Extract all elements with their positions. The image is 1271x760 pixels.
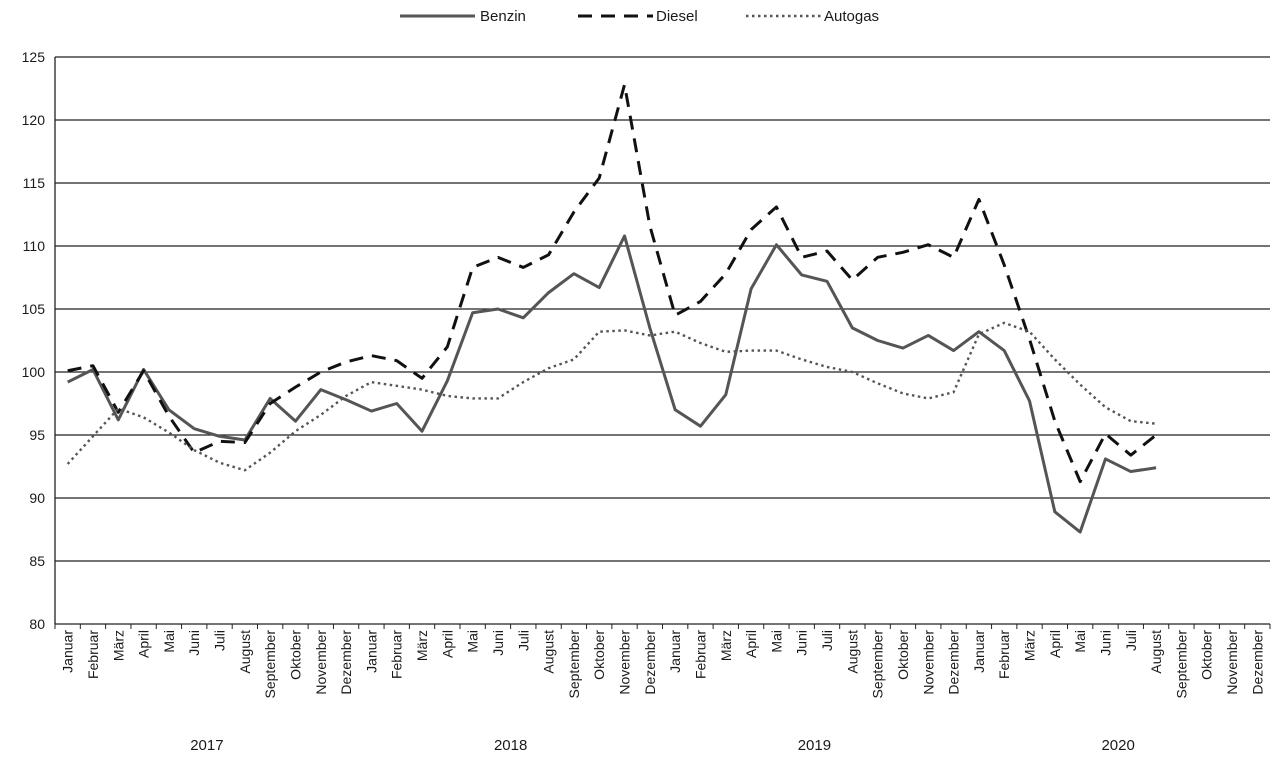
- x-tick-label: April: [439, 630, 455, 658]
- x-tick-label: August: [844, 630, 860, 674]
- x-tick-label: September: [566, 630, 582, 699]
- x-tick-label: Februar: [85, 630, 101, 679]
- series-line-benzin: [66, 234, 1157, 534]
- x-tick-label: August: [1148, 630, 1164, 674]
- x-tick-label: Januar: [667, 630, 683, 673]
- x-axis: Januar Februar März April Mai Juni Juli August S…: [54, 624, 1271, 754]
- year-label: 2019: [798, 737, 831, 754]
- legend-label-diesel: Diesel: [656, 8, 698, 25]
- x-tick-label: Januar: [363, 630, 379, 673]
- x-tick-label: März: [414, 630, 430, 661]
- x-tick-label: Juli: [515, 630, 531, 651]
- year-label: 2020: [1101, 737, 1134, 754]
- x-tick-label: Juli: [1123, 630, 1139, 651]
- y-tick-label: 90: [29, 490, 45, 506]
- x-tick-label: Oktober: [591, 630, 607, 680]
- x-tick-label: Dezember: [642, 630, 658, 695]
- x-tick-label: Januar: [60, 630, 76, 673]
- x-tick-label: November: [617, 630, 633, 695]
- legend-label-autogas: Autogas: [824, 8, 879, 25]
- x-tick-label: Juni: [186, 630, 202, 656]
- x-tick-label: Juni: [1097, 630, 1113, 656]
- x-tick-label: Juni: [794, 630, 810, 656]
- x-tick-label: Mai: [465, 630, 481, 653]
- x-tick-label: November: [313, 630, 329, 695]
- x-tick-label: März: [110, 630, 126, 661]
- y-tick-label: 115: [23, 175, 46, 191]
- x-tick-label: Mai: [161, 630, 177, 653]
- x-tick-label: Januar: [971, 630, 987, 673]
- gridlines: [55, 56, 1270, 625]
- x-tick-label: September: [262, 630, 278, 699]
- x-tick-label: Mai: [768, 630, 784, 653]
- y-tick-label: 120: [22, 112, 46, 128]
- y-tick-label: 110: [23, 238, 46, 254]
- x-tick-label: Oktober: [287, 630, 303, 680]
- x-tick-label: August: [541, 630, 557, 674]
- x-tick-label: September: [870, 630, 886, 699]
- x-tick-label: Februar: [996, 630, 1012, 679]
- x-tick-label: Oktober: [895, 630, 911, 680]
- x-tick-label: Februar: [692, 630, 708, 679]
- y-tick-label: 95: [29, 427, 45, 443]
- year-label: 2018: [494, 737, 527, 754]
- x-tick-label: Februar: [389, 630, 405, 679]
- x-tick-label: Oktober: [1199, 630, 1215, 680]
- legend: Benzin Diesel Autogas: [400, 8, 879, 25]
- x-tick-label: Juli: [819, 630, 835, 651]
- x-tick-label: Juni: [490, 630, 506, 656]
- x-tick-label: Dezember: [338, 630, 354, 695]
- y-axis: 80 85 90 95 100 105 110 115 120 125: [22, 49, 56, 632]
- x-tick-label: März: [718, 630, 734, 661]
- x-tick-label: September: [1173, 630, 1189, 699]
- x-tick-label: Dezember: [1249, 630, 1265, 695]
- y-tick-label: 85: [29, 553, 45, 569]
- y-tick-label: 80: [29, 616, 45, 632]
- x-tick-label: Juli: [212, 630, 228, 651]
- x-tick-label: April: [1047, 630, 1063, 658]
- series-line-diesel: [67, 83, 1158, 484]
- series-line-autogas: [66, 321, 1157, 472]
- y-tick-label: 100: [22, 364, 46, 380]
- year-label: 2017: [190, 737, 223, 754]
- y-tick-label: 125: [22, 49, 46, 65]
- legend-label-benzin: Benzin: [480, 8, 526, 25]
- x-tick-label: Dezember: [946, 630, 962, 695]
- x-tick-label: August: [237, 630, 253, 674]
- series-lines: [66, 83, 1158, 534]
- y-tick-label: 105: [22, 301, 46, 317]
- x-tick-label: November: [920, 630, 936, 695]
- x-tick-label: April: [743, 630, 759, 658]
- x-tick-label: Mai: [1072, 630, 1088, 653]
- x-tick-label: April: [136, 630, 152, 658]
- x-tick-label: März: [1022, 630, 1038, 661]
- x-tick-label: November: [1224, 630, 1240, 695]
